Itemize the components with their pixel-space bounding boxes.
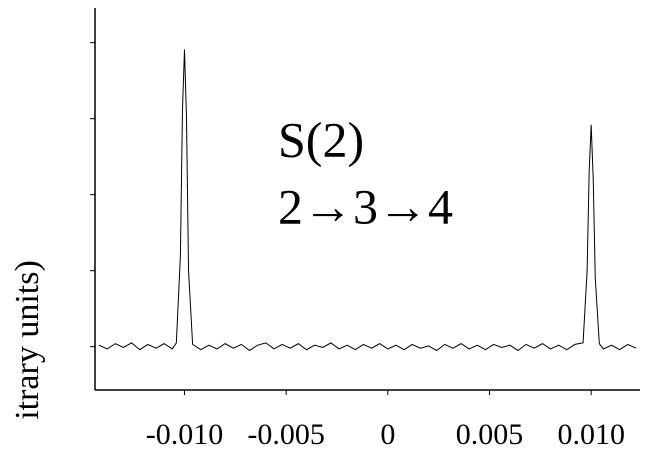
y-axis-label: itrary units) xyxy=(9,260,46,420)
x-tick-label: -0.010 xyxy=(146,418,224,451)
annotation: S(2) xyxy=(278,111,364,167)
x-tick-label: -0.005 xyxy=(247,418,325,451)
x-tick-label: 0.005 xyxy=(456,418,524,451)
data-line xyxy=(98,49,637,352)
x-tick-label: 0.010 xyxy=(557,418,625,451)
x-tick-label: 0 xyxy=(380,418,395,451)
annotation: 2→3→4 xyxy=(278,178,453,234)
